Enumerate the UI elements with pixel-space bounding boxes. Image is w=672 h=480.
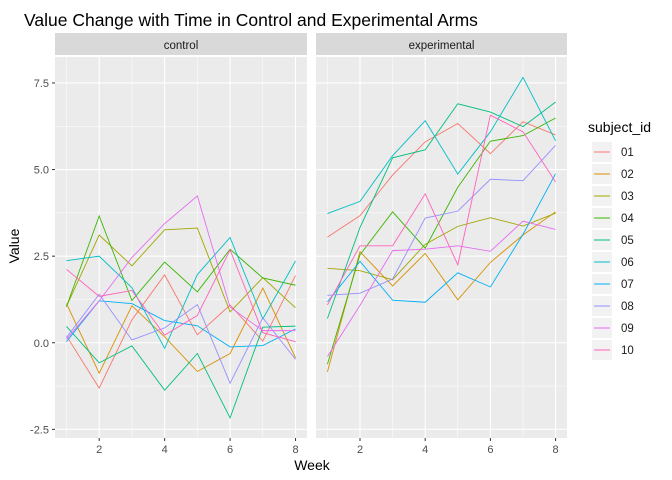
series-line-experimental-03 bbox=[327, 212, 556, 281]
series-line-experimental-06 bbox=[327, 76, 556, 214]
legend-label-08: 08 bbox=[621, 301, 634, 313]
series-line-experimental-04 bbox=[326, 117, 556, 365]
x-tick-label: 4 bbox=[422, 444, 428, 456]
panel-background bbox=[55, 57, 307, 438]
y-tick-label: 7.5 bbox=[34, 78, 49, 90]
x-tick-label: 8 bbox=[553, 444, 559, 456]
y-tick-label: -2.5 bbox=[30, 424, 49, 436]
y-tick-label: 0.0 bbox=[34, 338, 49, 350]
facet-panel-experimental: experimental 2 4 6 8 bbox=[316, 33, 567, 456]
y-tick-label: 2.5 bbox=[34, 251, 49, 263]
facet-strip-label: control bbox=[164, 40, 199, 52]
legend-label-01: 01 bbox=[621, 147, 634, 159]
legend: subject_id 01 02 03 04 05 06 07 08 09 10 bbox=[588, 119, 651, 360]
y-tick-label: 5.0 bbox=[34, 165, 49, 177]
series-line-experimental-08 bbox=[327, 145, 556, 296]
y-axis-label: Value bbox=[6, 228, 22, 263]
series-line-control-04 bbox=[66, 214, 296, 307]
x-tick-label: 6 bbox=[487, 444, 493, 456]
legend-label-03: 03 bbox=[621, 191, 634, 203]
legend-label-05: 05 bbox=[621, 235, 634, 247]
facet-panel-control: control 2 4 6 8 bbox=[55, 33, 307, 456]
series-line-control-01 bbox=[66, 274, 296, 390]
series-line-control-08 bbox=[66, 293, 296, 385]
x-tick-label: 2 bbox=[96, 444, 102, 456]
series-line-experimental-02 bbox=[326, 211, 556, 372]
legend-label-10: 10 bbox=[621, 345, 634, 357]
series-line-control-05 bbox=[66, 325, 296, 420]
facet-panels: control 2 4 6 8 experimental 2 4 6 8 -2.5 0.0 2.5 5.0… bbox=[30, 33, 567, 456]
x-tick-label: 4 bbox=[162, 444, 168, 456]
legend-label-07: 07 bbox=[621, 279, 634, 291]
x-tick-label: 8 bbox=[292, 444, 298, 456]
series-line-control-02 bbox=[66, 286, 296, 375]
legend-label-09: 09 bbox=[621, 323, 634, 335]
legend-title: subject_id bbox=[588, 119, 651, 135]
series-line-control-06 bbox=[66, 236, 296, 350]
chart-title: Value Change with Time in Control and Ex… bbox=[24, 10, 478, 30]
facet-strip-label: experimental bbox=[409, 40, 475, 52]
facet-strip bbox=[316, 33, 567, 55]
series-line-experimental-07 bbox=[327, 173, 556, 303]
series-line-experimental-01 bbox=[327, 121, 556, 238]
series-line-control-03 bbox=[66, 227, 296, 313]
legend-label-02: 02 bbox=[621, 169, 634, 181]
series-line-experimental-09 bbox=[327, 220, 556, 357]
series-line-control-09 bbox=[66, 195, 296, 340]
facet-strip bbox=[55, 33, 307, 55]
legend-label-06: 06 bbox=[621, 257, 634, 269]
series-line-experimental-05 bbox=[326, 101, 556, 319]
legend-label-04: 04 bbox=[621, 213, 634, 225]
x-tick-label: 2 bbox=[357, 444, 363, 456]
series-line-control-10 bbox=[66, 248, 296, 343]
x-axis-label: Week bbox=[294, 457, 331, 473]
series-line-experimental-10 bbox=[327, 114, 556, 306]
x-tick-label: 6 bbox=[227, 444, 233, 456]
